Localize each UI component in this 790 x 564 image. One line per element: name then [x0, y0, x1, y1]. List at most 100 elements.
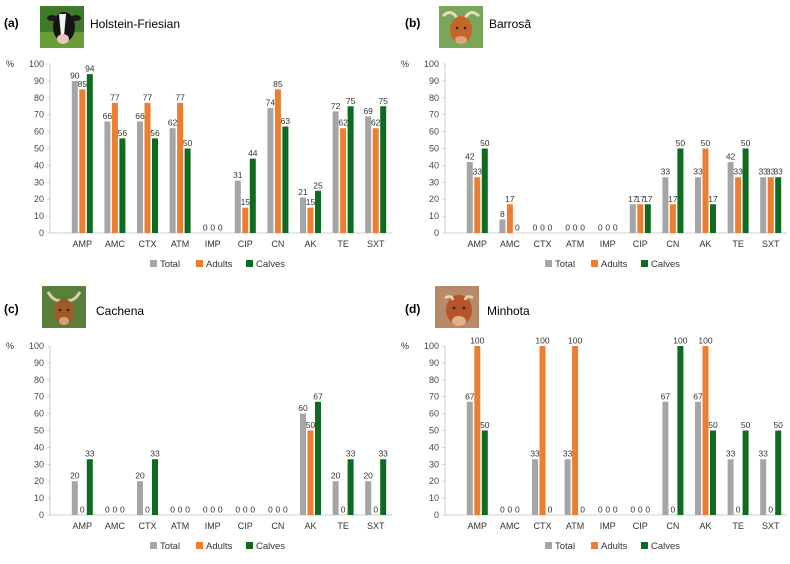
data-label-adults-ctx: 0 — [540, 223, 545, 233]
y-tick-label-70: 70 — [429, 110, 439, 120]
data-label-adults-amc: 0 — [113, 505, 118, 515]
data-label-calves-ak: 50 — [708, 420, 718, 430]
data-label-calves-cip: 0 — [250, 505, 255, 515]
data-label-calves-cip: 44 — [248, 148, 258, 158]
data-label-adults-sxt: 0 — [373, 505, 378, 515]
legend-swatch-total — [545, 542, 552, 549]
data-label-total-te: 42 — [726, 152, 736, 162]
x-tick-label-sxt: SXT — [762, 521, 780, 531]
panel-holstein-friesian: (a) Holstein-Friesian % 0 10 20 30 40 50 60 70 80… — [0, 0, 395, 282]
data-label-calves-amp: 94 — [85, 64, 95, 74]
y-tick-label-40: 40 — [34, 160, 44, 170]
data-label-total-cip: 0 — [630, 505, 635, 515]
bar-calves-cn — [282, 126, 289, 233]
bar-adults-cip — [242, 207, 249, 233]
bar-total-sxt — [760, 459, 767, 515]
y-tick-label-50: 50 — [34, 426, 44, 436]
y-tick-label-50: 50 — [429, 144, 439, 154]
data-label-calves-amc: 56 — [118, 128, 128, 138]
x-tick-label-cn: CN — [271, 521, 284, 531]
y-tick-label-60: 60 — [429, 409, 439, 419]
data-label-calves-sxt: 33 — [378, 449, 388, 459]
data-label-total-ak: 60 — [298, 403, 308, 413]
bar-adults-atm — [572, 346, 579, 515]
legend-label-adults: Adults — [206, 541, 233, 552]
bar-calves-te — [347, 459, 354, 515]
data-label-calves-atm: 0 — [580, 223, 585, 233]
data-label-calves-atm: 50 — [183, 138, 193, 148]
x-tick-label-ak: AK — [699, 239, 711, 249]
chart-barrosa: %0102030405060708090100423350AMP8170AMC0… — [401, 59, 787, 270]
bar-total-amc — [104, 121, 111, 233]
data-label-calves-te: 33 — [346, 449, 356, 459]
legend-label-calves: Calves — [651, 541, 680, 552]
data-label-calves-cn: 100 — [673, 336, 687, 346]
data-label-calves-cn: 63 — [281, 116, 291, 126]
panel-title: Barrosã — [489, 17, 532, 31]
x-tick-label-amp: AMP — [73, 521, 93, 531]
bar-total-amp — [71, 80, 78, 234]
bar-adults-cip — [637, 204, 644, 233]
bar-adults-ak — [702, 148, 709, 233]
panel-cachena: (c) Cachena % 0 10 20 30 40 50 60 70 80 90 100 20 0 33… — [0, 282, 395, 564]
x-tick-label-amp: AMP — [468, 239, 488, 249]
data-label-total-sxt: 33 — [758, 449, 768, 459]
bar-total-cn — [267, 107, 274, 233]
data-label-adults-cn: 0 — [276, 505, 281, 515]
y-tick-label-40: 40 — [429, 160, 439, 170]
legend-swatch-total — [150, 542, 157, 549]
x-tick-label-cip: CIP — [633, 239, 648, 249]
y-tick-label-60: 60 — [429, 127, 439, 137]
x-tick-label-ctx: CTX — [139, 521, 157, 531]
bar-total-atm — [169, 128, 176, 233]
data-label-calves-sxt: 50 — [773, 420, 783, 430]
y-tick-label-90: 90 — [429, 76, 439, 86]
y-axis-label: % — [6, 341, 14, 351]
data-label-adults-sxt: 33 — [766, 167, 776, 177]
data-label-total-amp: 20 — [70, 471, 80, 481]
panel-label: (a) — [4, 16, 19, 30]
cachena-cow-photo — [42, 286, 86, 328]
x-tick-label-imp: IMP — [600, 239, 616, 249]
data-label-calves-atm: 0 — [580, 505, 585, 515]
y-tick-label-30: 30 — [429, 177, 439, 187]
data-label-total-cip: 17 — [628, 194, 638, 204]
x-tick-label-cip: CIP — [238, 239, 253, 249]
y-tick-label-0: 0 — [39, 228, 44, 238]
bar-calves-sxt — [380, 459, 387, 515]
data-label-calves-sxt: 75 — [378, 96, 388, 106]
y-tick-label-80: 80 — [429, 375, 439, 385]
legend-swatch-calves — [246, 260, 253, 267]
data-label-total-cip: 0 — [235, 505, 240, 515]
data-label-calves-amp: 33 — [85, 449, 95, 459]
bar-total-amc — [499, 219, 506, 233]
panel-title: Holstein-Friesian — [90, 17, 181, 31]
data-label-total-ctx: 66 — [135, 111, 145, 121]
bar-calves-cn — [677, 346, 684, 515]
x-tick-label-ak: AK — [699, 521, 711, 531]
data-label-calves-imp: 0 — [613, 505, 618, 515]
y-tick-label-20: 20 — [429, 194, 439, 204]
data-label-total-te: 72 — [331, 101, 341, 111]
data-label-calves-te: 50 — [741, 420, 751, 430]
x-tick-label-cn: CN — [666, 239, 679, 249]
x-tick-label-sxt: SXT — [367, 521, 385, 531]
y-tick-label-60: 60 — [34, 127, 44, 137]
bar-total-cn — [662, 401, 669, 515]
data-label-total-cn: 0 — [268, 505, 273, 515]
bar-total-sxt — [365, 116, 372, 233]
y-axis-label: % — [6, 59, 14, 69]
x-tick-label-sxt: SXT — [367, 239, 385, 249]
barrosa-cow-photo — [439, 6, 483, 48]
data-label-total-atm: 0 — [170, 505, 175, 515]
y-tick-label-10: 10 — [34, 493, 44, 503]
data-label-adults-imp: 0 — [605, 505, 610, 515]
bar-calves-amp — [481, 430, 488, 515]
x-tick-label-atm: ATM — [566, 521, 584, 531]
bar-total-ak — [695, 177, 701, 233]
bar-adults-amp — [474, 346, 481, 515]
y-tick-label-30: 30 — [34, 459, 44, 469]
bar-adults-te — [735, 177, 742, 233]
data-label-calves-ak: 17 — [708, 194, 718, 204]
